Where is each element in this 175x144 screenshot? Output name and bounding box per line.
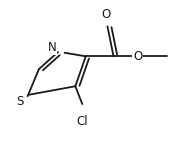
Text: O: O bbox=[133, 50, 142, 63]
Text: N: N bbox=[48, 41, 56, 54]
Text: O: O bbox=[101, 8, 110, 21]
Text: Cl: Cl bbox=[76, 115, 88, 128]
Text: S: S bbox=[16, 95, 24, 108]
